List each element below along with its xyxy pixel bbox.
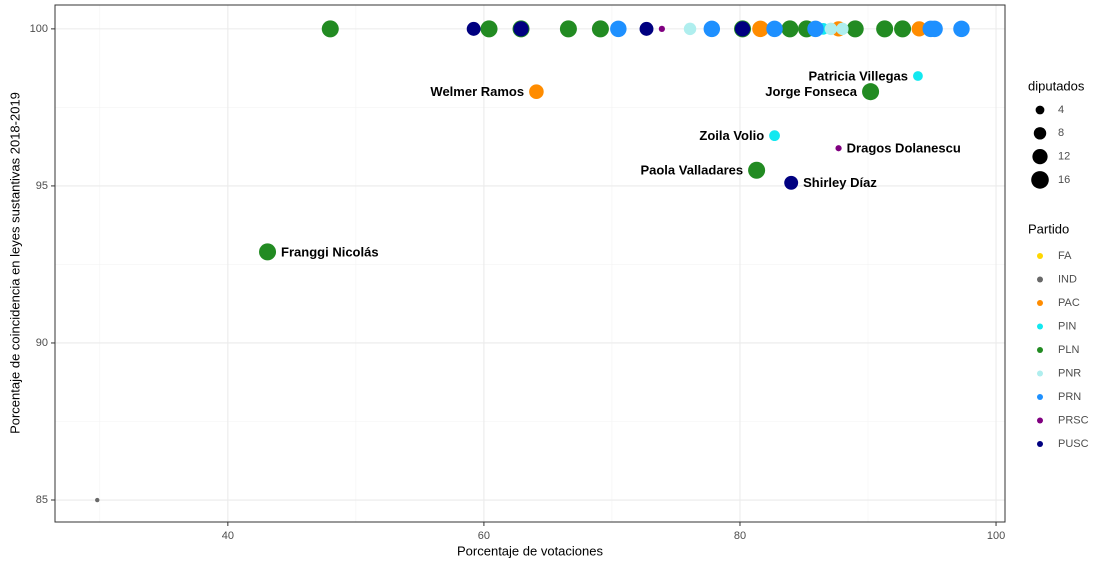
point-label: Franggi Nicolás (281, 244, 379, 259)
point (529, 84, 544, 99)
point (752, 20, 769, 38)
color-legend-key (1037, 394, 1043, 400)
point (513, 21, 529, 37)
point (862, 83, 880, 101)
size-legend-label: 8 (1058, 127, 1064, 139)
point (835, 145, 842, 152)
point (703, 20, 721, 38)
size-legend-label: 4 (1058, 104, 1064, 116)
point-label: Dragos Dolanescu (847, 141, 961, 156)
point (836, 22, 849, 36)
point (259, 243, 277, 261)
color-legend-label: IND (1058, 273, 1077, 285)
point-label: Zoila Volio (699, 128, 764, 143)
y-tick-label: 85 (36, 494, 48, 506)
size-legend-title: diputados (1028, 78, 1085, 93)
x-tick-label: 60 (478, 530, 490, 542)
x-axis-title: Porcentaje de votaciones (457, 543, 603, 558)
x-tick-label: 100 (987, 530, 1005, 542)
color-legend-label: PRSC (1058, 414, 1089, 426)
point (734, 21, 751, 37)
color-legend-label: PNR (1058, 367, 1081, 379)
point (466, 21, 481, 36)
plot-border (54, 4, 1006, 523)
point (769, 130, 780, 142)
color-legend-key (1037, 347, 1043, 353)
point (953, 20, 970, 38)
point (658, 25, 665, 32)
size-legend-key (1032, 148, 1048, 165)
point (766, 20, 783, 38)
point (876, 20, 894, 38)
color-legend-key (1037, 417, 1043, 424)
size-legend-key (1033, 127, 1047, 140)
y-tick-label: 100 (30, 23, 48, 35)
point-label: Shirley Díaz (803, 175, 877, 190)
point (913, 71, 923, 81)
color-legend-key (1037, 253, 1043, 259)
point (610, 20, 627, 38)
color-legend-key (1037, 441, 1043, 447)
point-label: Welmer Ramos (430, 84, 524, 99)
color-legend-key (1037, 300, 1043, 306)
point (591, 20, 609, 38)
color-legend-key (1037, 323, 1043, 330)
color-legend-title: Partido (1028, 221, 1069, 236)
x-tick-label: 80 (734, 530, 746, 542)
point (480, 20, 498, 38)
point-label: Patricia Villegas (809, 68, 909, 83)
point-label: Jorge Fonseca (765, 84, 858, 99)
point (559, 20, 577, 38)
size-legend-label: 12 (1058, 151, 1070, 163)
point (781, 20, 799, 38)
point (321, 20, 339, 38)
color-legend-key (1037, 370, 1043, 377)
point (748, 161, 766, 179)
point (911, 21, 927, 37)
size-legend-key (1035, 105, 1045, 115)
point (95, 497, 100, 503)
point (683, 22, 697, 36)
y-axis-title: Porcentaje de coincidencia en leyes sust… (7, 92, 22, 434)
y-tick-label: 90 (36, 337, 48, 349)
color-legend-label: PIN (1058, 320, 1076, 332)
point (824, 22, 838, 36)
color-legend-label: PLN (1058, 344, 1079, 356)
point (807, 20, 824, 38)
point (639, 21, 654, 36)
color-legend-label: PRN (1058, 391, 1081, 403)
point (784, 175, 799, 190)
color-legend-label: FA (1058, 250, 1072, 262)
point (926, 20, 943, 38)
point (846, 20, 864, 38)
size-legend-label: 16 (1058, 174, 1070, 186)
y-tick-label: 95 (36, 180, 48, 192)
size-legend-key (1031, 171, 1049, 189)
point-label: Paola Valladares (640, 163, 743, 178)
x-tick-label: 40 (222, 530, 234, 542)
color-legend-label: PAC (1058, 297, 1080, 309)
point (894, 20, 912, 38)
color-legend-label: PUSC (1058, 438, 1089, 450)
color-legend-key (1037, 276, 1043, 283)
